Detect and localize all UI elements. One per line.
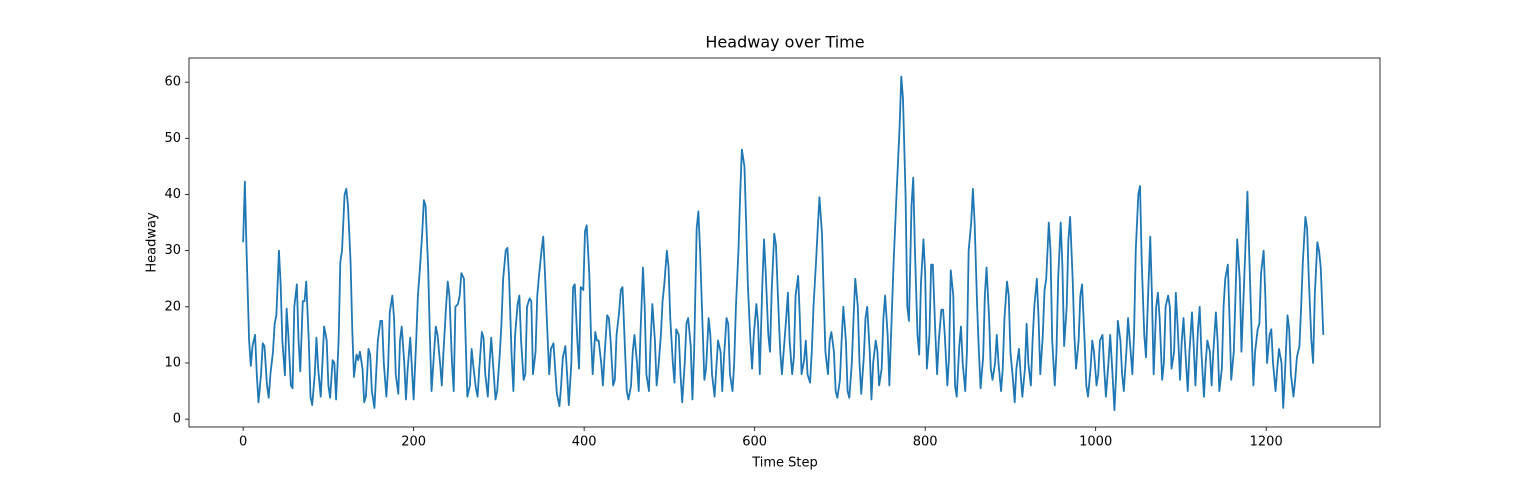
- y-axis-label: Headway: [145, 212, 160, 273]
- x-tick-label: 0: [239, 435, 247, 450]
- chart-title: Headway over Time: [705, 33, 864, 52]
- x-tick-label: 800: [913, 435, 938, 450]
- x-axis-label: Time Step: [751, 456, 818, 471]
- data-line: [242, 75, 1325, 412]
- y-tick-label: 20: [164, 299, 181, 314]
- y-tick-label: 30: [164, 243, 181, 258]
- y-tick-label: 10: [164, 355, 181, 370]
- y-tick-label: 50: [164, 131, 181, 146]
- x-tick-label: 600: [742, 435, 767, 450]
- x-tick-label: 1000: [1079, 435, 1112, 450]
- x-tick-label: 400: [572, 435, 597, 450]
- x-tick-label: 200: [401, 435, 426, 450]
- x-tick-label: 1200: [1250, 435, 1283, 450]
- y-tick-label: 60: [164, 75, 181, 90]
- plot-frame: [188, 57, 1381, 428]
- y-tick-label: 40: [164, 187, 181, 202]
- y-tick-label: 0: [173, 412, 181, 427]
